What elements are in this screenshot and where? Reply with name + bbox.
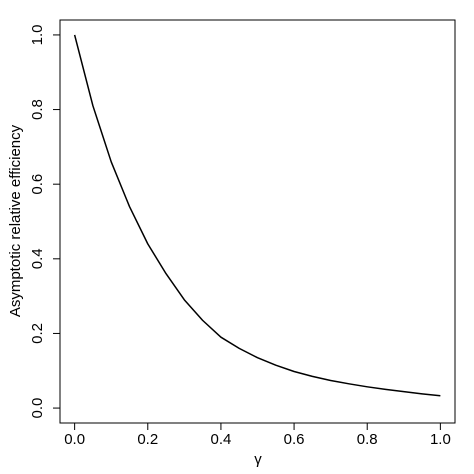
x-tick-label: 0.8 [357,431,378,448]
y-axis-label: Asymptotic relative efficiency [7,124,24,317]
y-tick-label: 0.4 [29,248,46,269]
y-tick-label: 0.2 [29,323,46,344]
x-tick-label: 0.6 [284,431,305,448]
x-axis-label: γ [254,451,262,468]
line-series [73,34,441,397]
plot-box [59,19,456,424]
y-tick-label: 0.8 [29,99,46,120]
x-tick-label: 0.4 [210,431,231,448]
y-tick-label: 1.0 [29,24,46,45]
x-tick-label: 1.0 [430,431,451,448]
y-tick-label: 0.6 [29,174,46,195]
y-tick-label: 0.0 [29,398,46,419]
x-tick-label: 0.0 [64,431,85,448]
x-tick-label: 0.2 [137,431,158,448]
